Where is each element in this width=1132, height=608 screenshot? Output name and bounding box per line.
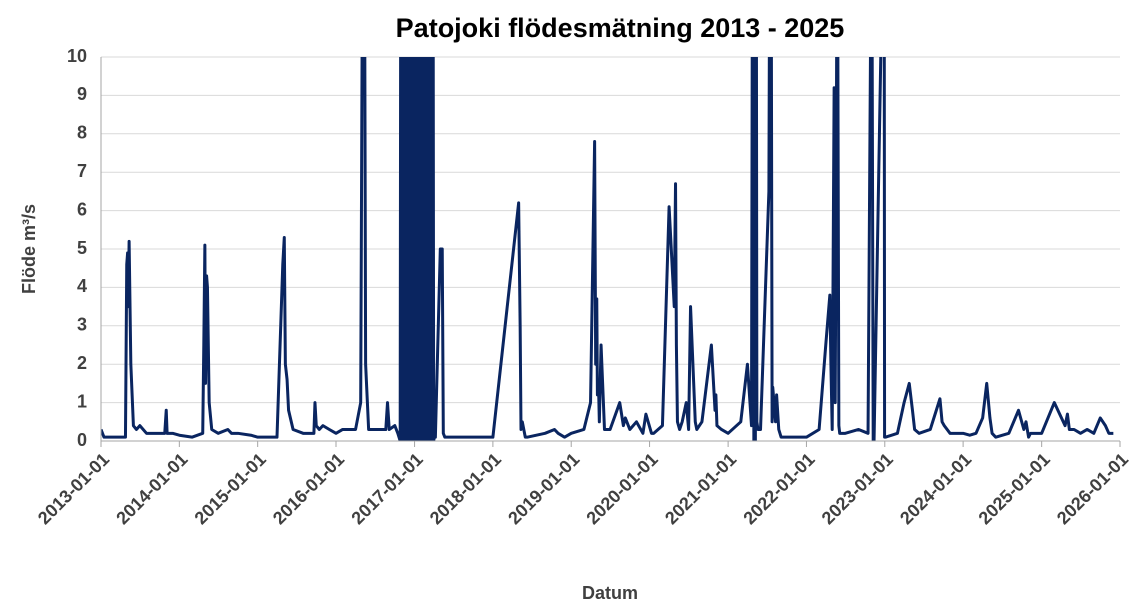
y-tick-label: 9 [77,84,87,104]
x-tick-label: 2019-01-01 [504,449,583,528]
y-tick-label: 7 [77,161,87,181]
y-tick-label: 0 [77,430,87,450]
x-tick-label: 2021-01-01 [661,449,740,528]
flow-line [101,57,1114,441]
y-tick-label: 4 [77,276,87,296]
y-tick-label: 3 [77,315,87,335]
x-tick-label: 2025-01-01 [975,449,1054,528]
x-axis-label: Datum [582,583,638,603]
y-tick-label: 5 [77,238,87,258]
x-tick-label: 2016-01-01 [269,449,348,528]
y-tick-label: 10 [67,46,87,66]
grid [101,56,1120,442]
x-tick-label: 2018-01-01 [426,449,505,528]
x-tick-label: 2026-01-01 [1053,449,1132,528]
y-tick-label: 6 [77,199,87,219]
x-tick-label: 2023-01-01 [818,449,897,528]
x-tick-label: 2022-01-01 [739,449,818,528]
x-tick-label: 2017-01-01 [347,449,426,528]
plot-area [101,57,1114,441]
x-tick-label: 2015-01-01 [191,449,270,528]
y-tick-label: 2 [77,353,87,373]
y-tick-label: 1 [77,391,87,411]
x-tick-label: 2020-01-01 [582,449,661,528]
y-tick-label: 8 [77,123,87,143]
x-tick-label: 2024-01-01 [896,449,975,528]
chart-title: Patojoki flödesmätning 2013 - 2025 [396,13,845,43]
y-axis-label: Flöde m³/s [19,204,39,294]
x-tick-label: 2013-01-01 [34,449,113,528]
x-tick-label: 2014-01-01 [112,449,191,528]
